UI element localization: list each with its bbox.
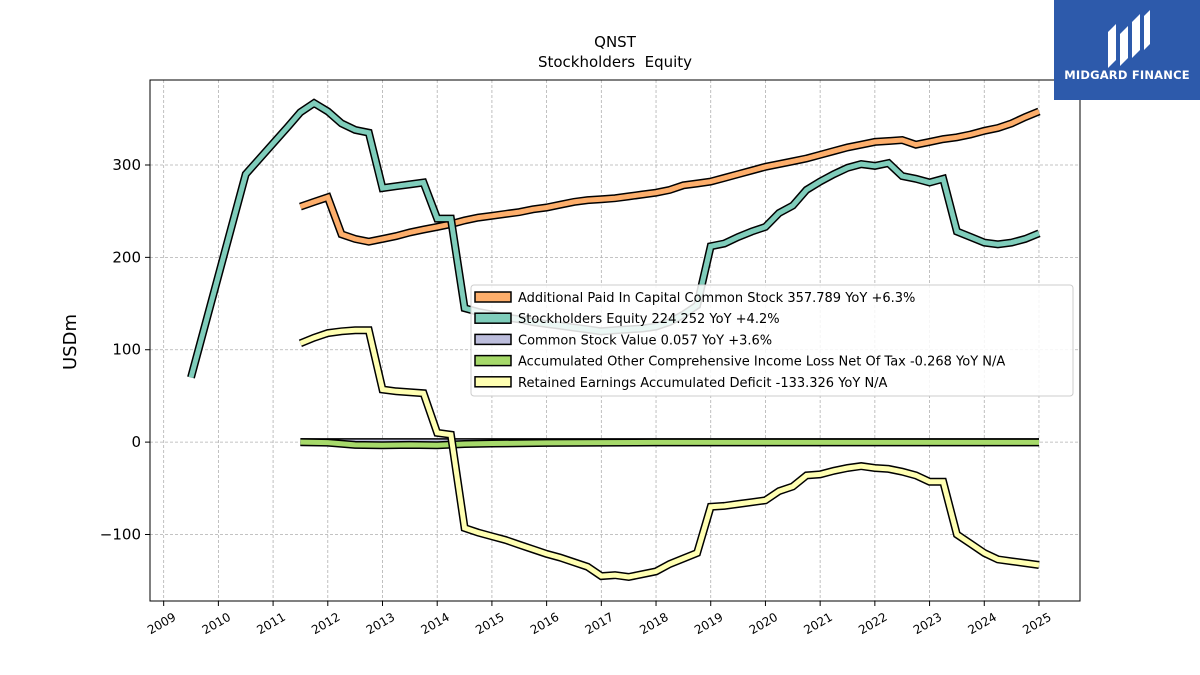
x-tick-label: 2016 bbox=[528, 610, 561, 637]
series-line-0 bbox=[299, 109, 1040, 245]
logo-mark-icon bbox=[1108, 10, 1150, 68]
x-tick-label: 2010 bbox=[200, 610, 233, 637]
series-layer bbox=[187, 98, 1041, 582]
legend-label: Additional Paid In Capital Common Stock … bbox=[518, 291, 915, 306]
brand-logo: MIDGARD FINANCE bbox=[1054, 0, 1200, 100]
series-line-4 bbox=[299, 327, 1040, 580]
y-tick-label: 100 bbox=[112, 341, 141, 359]
plot-frame bbox=[149, 79, 1081, 602]
y-tick-label: 0 bbox=[131, 433, 141, 451]
x-tick-label: 2020 bbox=[747, 610, 780, 637]
x-tick-label: 2014 bbox=[418, 610, 451, 637]
series-line-3 bbox=[300, 439, 1039, 448]
x-tick-label: 2024 bbox=[966, 610, 999, 637]
x-tick-label: 2009 bbox=[145, 610, 178, 637]
legend-swatch bbox=[474, 312, 512, 324]
y-tick-label: 200 bbox=[112, 248, 141, 266]
legend-swatch bbox=[474, 354, 512, 367]
y-tick-label: 300 bbox=[112, 156, 141, 174]
x-tick-label: 2021 bbox=[801, 610, 834, 637]
x-tick-label: 2011 bbox=[254, 610, 287, 637]
legend-swatch bbox=[474, 376, 512, 388]
x-tick-label: 2025 bbox=[1020, 610, 1053, 637]
legend-swatch bbox=[474, 333, 512, 346]
x-tick-label: 2022 bbox=[856, 610, 889, 637]
y-tick-label: −100 bbox=[100, 525, 141, 543]
x-tick-label: 2019 bbox=[692, 610, 725, 637]
legend-label: Stockholders Equity 224.252 YoY +4.2% bbox=[518, 312, 780, 327]
chart-subtitle: Stockholders Equity bbox=[538, 53, 692, 71]
x-tick-label: 2017 bbox=[583, 610, 616, 637]
series-outline-0 bbox=[299, 107, 1041, 246]
legend-swatch bbox=[474, 291, 512, 303]
logo-text: MIDGARD FINANCE bbox=[1064, 68, 1190, 82]
x-tick-label: 2012 bbox=[309, 610, 342, 637]
legend: Additional Paid In Capital Common Stock … bbox=[470, 284, 1074, 397]
y-axis-label: USDm bbox=[60, 314, 81, 370]
x-tick-label: 2015 bbox=[473, 610, 506, 637]
x-tick-label: 2018 bbox=[637, 610, 670, 637]
x-tick-label: 2023 bbox=[911, 610, 944, 637]
legend-label: Accumulated Other Comprehensive Income L… bbox=[518, 355, 1005, 370]
legend-label: Retained Earnings Accumulated Deficit -1… bbox=[518, 376, 888, 391]
chart-title: QNST bbox=[594, 33, 637, 51]
legend-label: Common Stock Value 0.057 YoY +3.6% bbox=[518, 333, 772, 348]
x-tick-label: 2013 bbox=[364, 610, 397, 637]
legend-box bbox=[470, 284, 1074, 397]
